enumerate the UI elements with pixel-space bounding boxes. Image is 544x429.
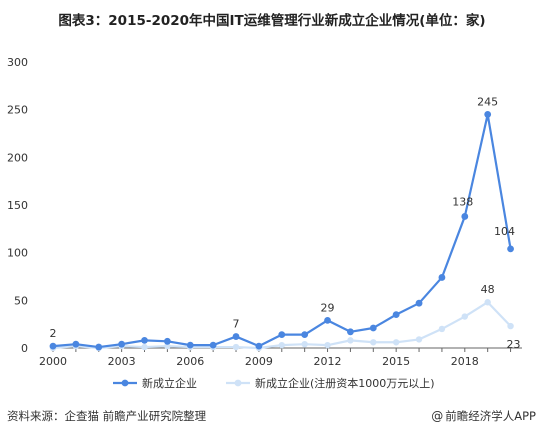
x-tick-label: 2000 (39, 355, 67, 368)
legend-label: 新成立企业 (142, 376, 197, 390)
data-point (461, 313, 469, 320)
y-axis: 0 50 100 150 200 250 300 (7, 56, 28, 355)
data-label: 29 (321, 301, 335, 314)
y-tick-label: 200 (7, 151, 28, 164)
y-tick-label: 250 (7, 104, 28, 117)
x-tick-label: 2018 (451, 355, 479, 368)
data-point (507, 245, 514, 253)
x-tick-label: 2003 (108, 355, 136, 368)
legend: 新成立企业 新成立企业(注册资本1000万元以上) (113, 376, 435, 390)
brand-label: 前瞻经济学人APP (445, 409, 536, 423)
legend-item-1: 新成立企业 (113, 376, 197, 390)
data-point (392, 339, 400, 346)
data-point (301, 340, 308, 348)
series-1 (49, 111, 514, 351)
data-point (141, 343, 148, 351)
y-tick-label: 150 (7, 199, 28, 212)
data-point (438, 325, 446, 333)
y-tick-label: 50 (14, 294, 28, 307)
chart-title: 图表3：2015-2020年中国IT运维管理行业新成立企业情况(单位：家) (58, 13, 486, 29)
data-point (507, 322, 514, 330)
data-point (484, 299, 491, 306)
data-label: 104 (494, 225, 515, 238)
data-label: 7 (233, 318, 240, 331)
data-label: 23 (507, 338, 521, 351)
brand-credit: @ 前瞻经济学人APP (431, 408, 536, 424)
legend-item-2: 新成立企业(注册资本1000万元以上) (226, 376, 435, 390)
x-tick-label: 2006 (176, 355, 204, 368)
data-point (118, 340, 126, 348)
data-point (347, 328, 354, 336)
data-point (209, 341, 217, 349)
x-tick-label: 2012 (314, 355, 342, 368)
series-line (52, 113, 512, 349)
legend-swatch-marker (234, 379, 242, 387)
data-point (186, 341, 194, 349)
legend-swatch-marker (121, 379, 129, 387)
data-point (49, 342, 57, 350)
data-point (415, 336, 423, 343)
data-point (255, 342, 263, 350)
data-point (141, 336, 148, 344)
data-point (72, 340, 80, 348)
data-label: 2 (50, 327, 57, 340)
y-tick-label: 300 (7, 56, 28, 69)
data-point (438, 274, 446, 281)
data-point (324, 341, 331, 349)
data-point (324, 316, 331, 324)
data-labels: 2 7 29 138 245 104 48 23 (50, 95, 521, 351)
data-point (370, 339, 377, 346)
data-point (461, 213, 469, 220)
y-tick-label: 100 (7, 247, 28, 260)
data-point (95, 343, 103, 351)
data-point (484, 111, 492, 118)
y-tick-label: 0 (21, 342, 28, 355)
data-point (369, 324, 377, 332)
data-point (415, 299, 423, 307)
data-label: 138 (452, 195, 473, 208)
data-point (163, 337, 171, 345)
x-tick-label: 2015 (382, 355, 410, 368)
data-point (278, 331, 286, 339)
source-note: 资料来源：企查猫 前瞻产业研究院整理 (7, 409, 207, 423)
data-point (392, 311, 400, 319)
at-icon: @ (431, 409, 444, 423)
x-tick-label: 2009 (245, 355, 273, 368)
data-point (164, 342, 171, 350)
legend-label: 新成立企业(注册资本1000万元以上) (255, 376, 435, 390)
data-point (301, 331, 309, 339)
data-point (278, 341, 285, 349)
data-point (232, 343, 240, 351)
data-label: 245 (477, 95, 498, 108)
x-axis: 2000 2003 2006 2009 2012 2015 2018 (39, 347, 522, 368)
series-lines (49, 111, 514, 352)
data-label: 48 (481, 283, 495, 296)
data-point (347, 337, 354, 344)
data-point (232, 333, 240, 340)
